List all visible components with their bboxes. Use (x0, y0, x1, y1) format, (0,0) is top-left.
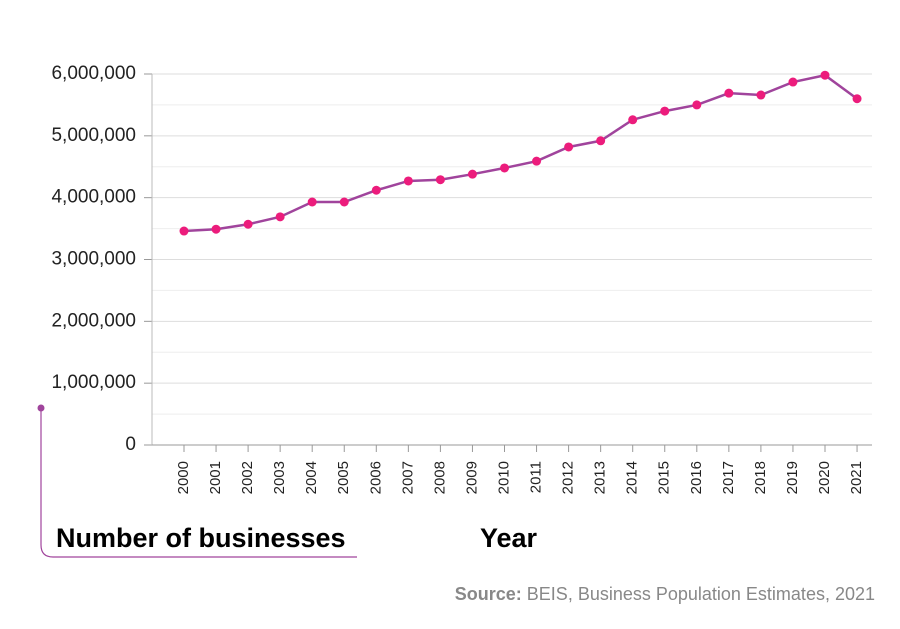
marker (692, 100, 702, 110)
marker (788, 77, 798, 87)
marker (179, 226, 189, 236)
label-connector (40, 408, 357, 558)
x-tick-label: 2002 (239, 461, 256, 494)
y-tick-label: 1,000,000 (51, 372, 136, 393)
source: Source: BEIS, Business Population Estima… (455, 584, 875, 604)
marker (852, 94, 862, 104)
y-tick-label: 0 (125, 434, 136, 455)
x-tick-label: 2015 (656, 461, 673, 494)
marker (467, 169, 477, 179)
y-tick-label: 6,000,000 (51, 63, 136, 84)
x-tick-label: 2007 (399, 461, 416, 494)
marker (756, 90, 766, 100)
x-tick-label: 2005 (335, 461, 352, 494)
x-tick-label: 2017 (720, 461, 737, 494)
x-axis-title: Year (480, 523, 538, 553)
marker (435, 175, 445, 185)
marker (371, 185, 381, 195)
label-connector-dot (37, 404, 45, 412)
marker (628, 115, 638, 125)
marker (403, 176, 413, 186)
marker (564, 142, 574, 152)
marker (596, 136, 606, 146)
x-tick-label: 2006 (367, 461, 384, 494)
x-tick-label: 2000 (175, 461, 192, 494)
marker (532, 156, 542, 166)
marker (500, 163, 509, 173)
y-axis-title: Number of businesses (56, 523, 346, 553)
marker (211, 224, 221, 234)
x-tick-label: 2016 (688, 461, 705, 494)
x-tick-label: 2013 (592, 461, 609, 494)
source-label: Source: (455, 584, 522, 604)
marker (275, 212, 285, 222)
x-tick-label: 2014 (624, 461, 641, 494)
x-tick-label: 2003 (271, 461, 288, 494)
y-tick-label: 2,000,000 (51, 310, 136, 331)
x-tick-label: 2012 (560, 461, 577, 494)
x-tick-label: 2011 (528, 461, 545, 493)
x-tick-label: 2020 (816, 461, 833, 494)
x-tick-label: 2019 (784, 461, 801, 494)
line (183, 73, 858, 233)
marker (724, 88, 734, 98)
y-tick-label: 3,000,000 (51, 249, 136, 270)
y-tick-label: 5,000,000 (51, 125, 136, 146)
marker (820, 70, 830, 80)
source-text: BEIS, Business Population Estimates, 202… (527, 584, 875, 604)
x-tick-label: 2008 (431, 461, 448, 494)
marker (660, 106, 670, 116)
x-tick-label: 2001 (207, 461, 224, 494)
x-tick-label: 2021 (848, 461, 865, 494)
marker (243, 219, 253, 229)
marker (339, 197, 349, 207)
x-tick-label: 2004 (303, 461, 320, 494)
x-tick-label: 2018 (752, 461, 769, 494)
x-tick-label: 2009 (463, 461, 480, 494)
marker (307, 197, 317, 207)
y-tick-label: 4,000,000 (51, 187, 136, 208)
x-tick-label: 2010 (495, 461, 512, 494)
